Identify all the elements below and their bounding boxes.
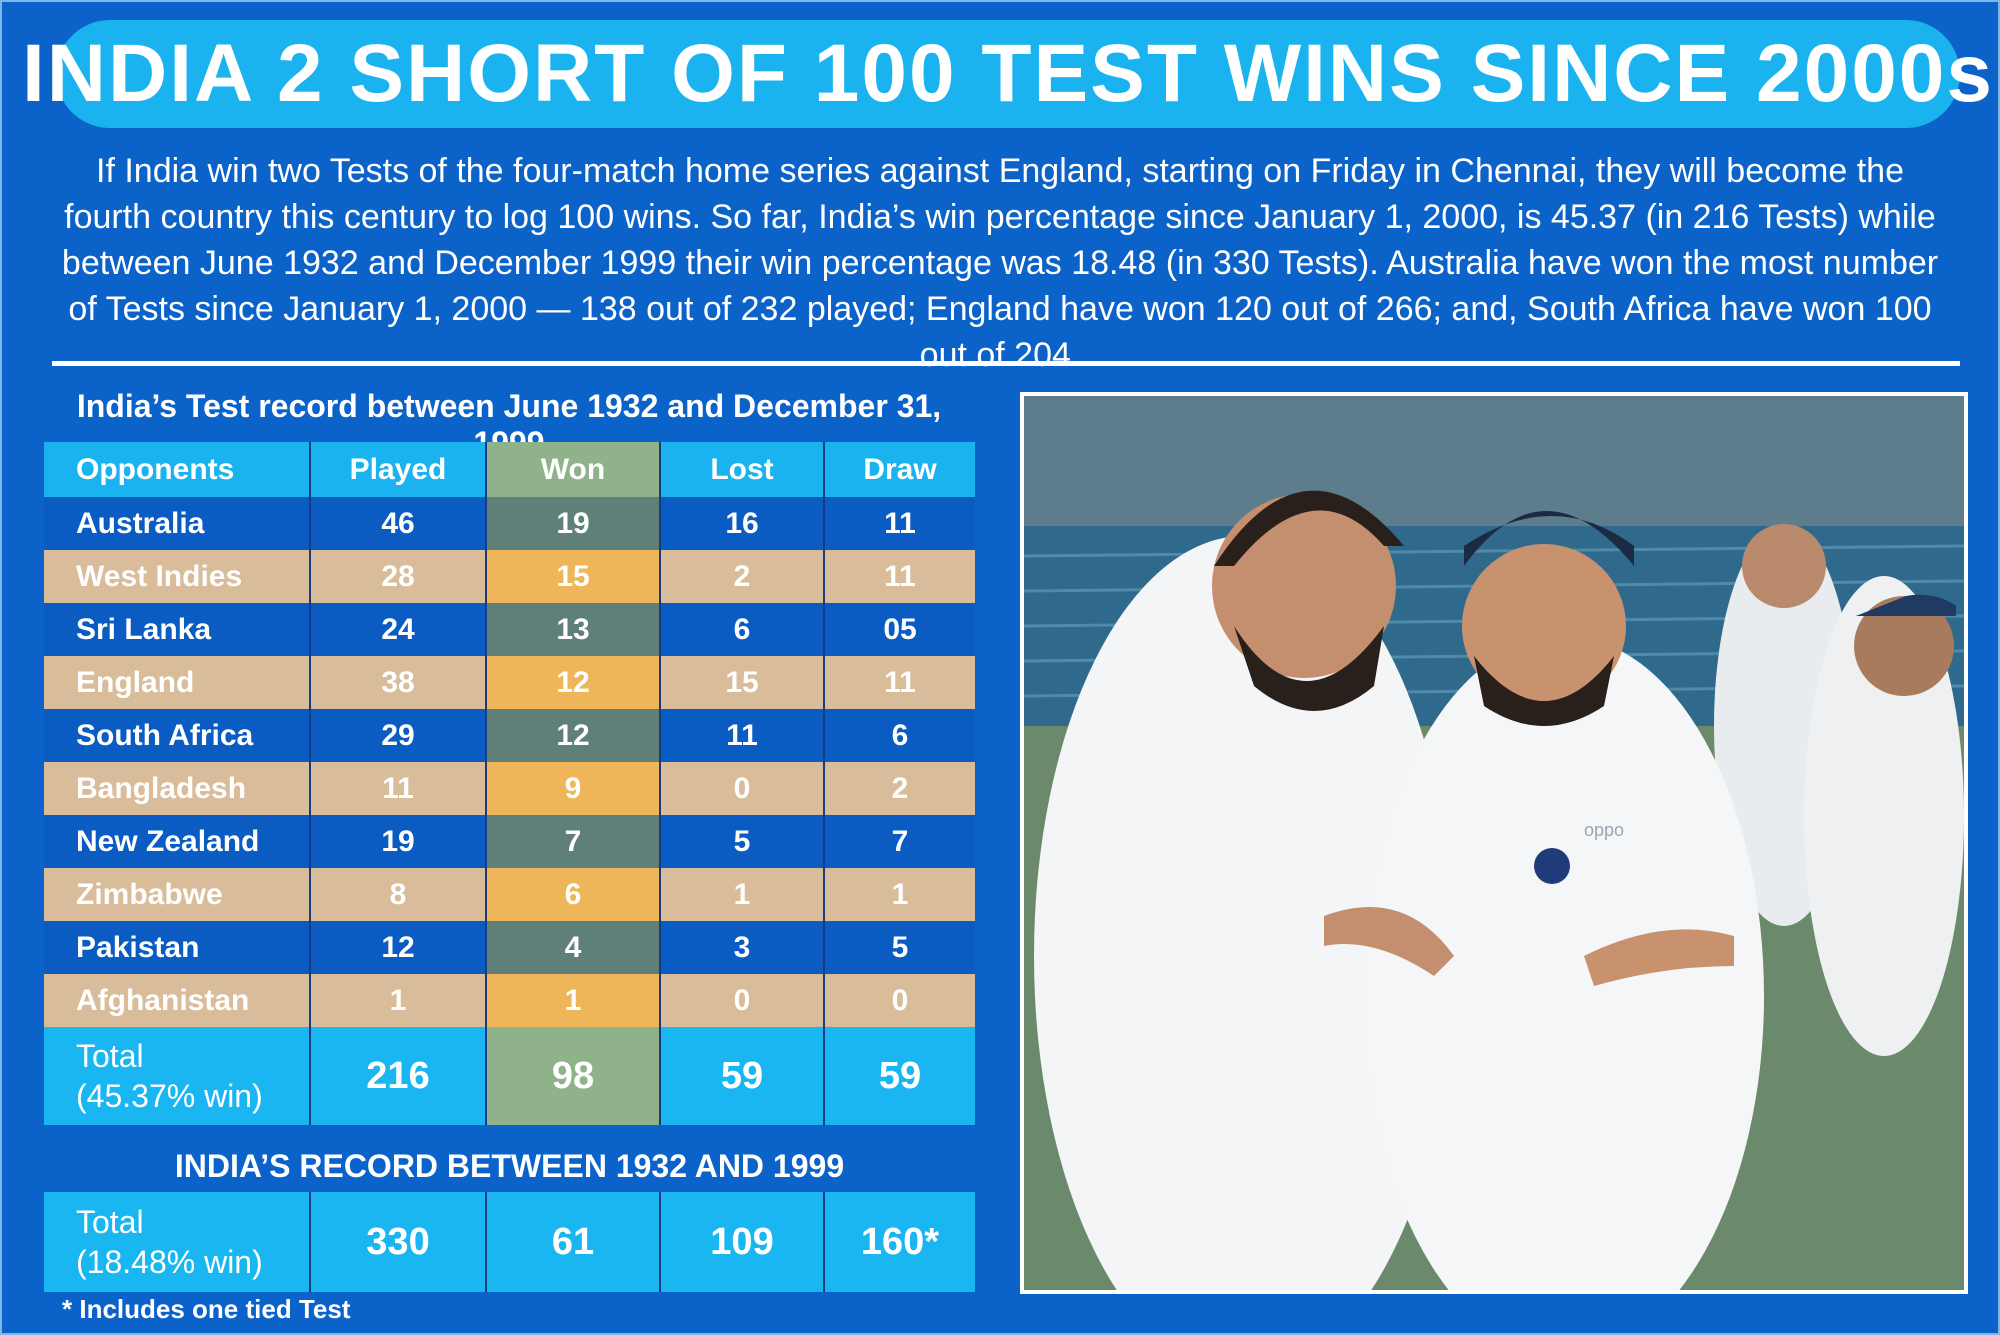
table-header-row: Opponents Played Won Lost Draw [44, 442, 975, 497]
table-row: Australia 46 19 16 11 [44, 497, 975, 550]
lost-cell: 15 [660, 656, 825, 709]
history-total-label: Total (18.48% win) [44, 1192, 311, 1292]
history-table: Total (18.48% win) 330 61 109 160* [44, 1192, 975, 1292]
draw-cell: 0 [824, 974, 975, 1027]
total-label-line1: Total [76, 1038, 144, 1074]
table-row: West Indies 28 15 2 11 [44, 550, 975, 603]
draw-cell: 1 [824, 868, 975, 921]
draw-cell: 11 [824, 550, 975, 603]
won-cell: 12 [486, 656, 661, 709]
title-banner: INDIA 2 SHORT OF 100 TEST WINS SINCE 200… [22, 20, 1992, 128]
draw-cell: 05 [824, 603, 975, 656]
opponent-cell: Afghanistan [44, 974, 311, 1027]
played-cell: 38 [310, 656, 487, 709]
total-row: Total (45.37% win) 216 98 59 59 [44, 1027, 975, 1125]
table-row: New Zealand 19 7 5 7 [44, 815, 975, 868]
table-row: Sri Lanka 24 13 6 05 [44, 603, 975, 656]
record-table: Opponents Played Won Lost Draw Australia… [44, 442, 975, 1125]
draw-cell: 6 [824, 709, 975, 762]
opponent-cell: Bangladesh [44, 762, 311, 815]
won-cell: 9 [486, 762, 661, 815]
intro-paragraph: If India win two Tests of the four-match… [61, 152, 1939, 374]
total-played: 216 [310, 1027, 487, 1125]
played-cell: 46 [310, 497, 487, 550]
won-cell: 19 [486, 497, 661, 550]
draw-cell: 5 [824, 921, 975, 974]
draw-cell: 11 [824, 656, 975, 709]
table-row: Pakistan 12 4 3 5 [44, 921, 975, 974]
lost-cell: 1 [660, 868, 825, 921]
header-won: Won [486, 442, 661, 497]
played-cell: 28 [310, 550, 487, 603]
photo-illustration: oppo [1024, 396, 1964, 1290]
total-lost: 59 [660, 1027, 825, 1125]
lost-cell: 3 [660, 921, 825, 974]
footnote: * Includes one tied Test [62, 1294, 351, 1324]
lost-cell: 5 [660, 815, 825, 868]
total-label: Total (45.37% win) [44, 1027, 311, 1125]
history-played: 330 [310, 1192, 487, 1292]
header-opponents: Opponents [44, 442, 311, 497]
played-cell: 12 [310, 921, 487, 974]
played-cell: 29 [310, 709, 487, 762]
team-photo: oppo [1020, 392, 1968, 1294]
won-cell: 6 [486, 868, 661, 921]
lost-cell: 0 [660, 974, 825, 1027]
played-cell: 24 [310, 603, 487, 656]
won-cell: 12 [486, 709, 661, 762]
total-label-line2: (45.37% win) [76, 1078, 263, 1114]
won-cell: 1 [486, 974, 661, 1027]
history-won: 61 [486, 1192, 661, 1292]
opponent-cell: England [44, 656, 311, 709]
table-row: England 38 12 15 11 [44, 656, 975, 709]
table-row: Bangladesh 11 9 0 2 [44, 762, 975, 815]
table-row: Afghanistan 1 1 0 0 [44, 974, 975, 1027]
header-played: Played [310, 442, 487, 497]
won-cell: 15 [486, 550, 661, 603]
opponent-cell: New Zealand [44, 815, 311, 868]
history-total-row: Total (18.48% win) 330 61 109 160* [44, 1192, 975, 1292]
header-draw: Draw [824, 442, 975, 497]
won-cell: 4 [486, 921, 661, 974]
history-lost: 109 [660, 1192, 825, 1292]
table-row: Zimbabwe 8 6 1 1 [44, 868, 975, 921]
played-cell: 8 [310, 868, 487, 921]
lost-cell: 11 [660, 709, 825, 762]
won-cell: 13 [486, 603, 661, 656]
history-label-line2: (18.48% win) [76, 1244, 263, 1280]
played-cell: 11 [310, 762, 487, 815]
history-label-line1: Total [76, 1204, 144, 1240]
opponent-cell: West Indies [44, 550, 311, 603]
draw-cell: 11 [824, 497, 975, 550]
divider [52, 361, 1960, 366]
opponent-cell: Australia [44, 497, 311, 550]
played-cell: 19 [310, 815, 487, 868]
opponent-cell: Sri Lanka [44, 603, 311, 656]
lost-cell: 2 [660, 550, 825, 603]
played-cell: 1 [310, 974, 487, 1027]
won-cell: 7 [486, 815, 661, 868]
opponent-cell: Pakistan [44, 921, 311, 974]
page-title: INDIA 2 SHORT OF 100 TEST WINS SINCE 200… [22, 28, 1995, 119]
history-title: INDIA’S RECORD BETWEEN 1932 AND 1999 [174, 1148, 845, 1184]
draw-cell: 2 [824, 762, 975, 815]
opponent-cell: South Africa [44, 709, 311, 762]
lost-cell: 0 [660, 762, 825, 815]
lost-cell: 6 [660, 603, 825, 656]
total-draw: 59 [824, 1027, 975, 1125]
table-row: South Africa 29 12 11 6 [44, 709, 975, 762]
draw-cell: 7 [824, 815, 975, 868]
total-won: 98 [486, 1027, 661, 1125]
photo-logo-text: oppo [1584, 820, 1624, 840]
opponent-cell: Zimbabwe [44, 868, 311, 921]
lost-cell: 16 [660, 497, 825, 550]
header-lost: Lost [660, 442, 825, 497]
history-draw: 160* [824, 1192, 975, 1292]
